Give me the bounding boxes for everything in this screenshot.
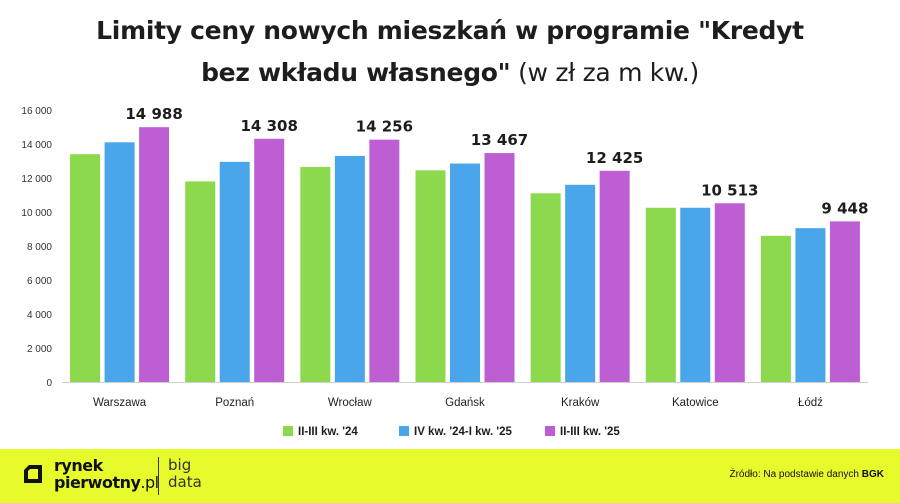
y-tick-label: 2 000 [27,344,52,355]
source-prefix: Źródło: Na podstawie danych [729,469,862,480]
chart-title-bold-part: bez wkładu własnego" [201,58,511,87]
bar [530,193,561,382]
bar [185,181,216,382]
legend-label: II-III kw. '24 [298,426,358,438]
x-tick-label: Katowice [672,397,719,409]
bar [795,228,826,382]
legend-label: IV kw. '24-I kw. '25 [414,426,513,438]
logo-line2-suffix: .pl [140,473,159,492]
data-label: 14 988 [125,105,182,123]
bar [680,207,711,382]
x-tick-label: Łódź [798,397,823,409]
big-data-line1: big [168,456,192,474]
bar-chart: 0 2 000 4 000 6 000 8 000 10 000 12 000 14 000 1… [21,105,868,438]
data-label: 9 448 [821,199,868,217]
bar [334,155,365,382]
data-label: 12 425 [586,149,643,167]
big-data-logo: big data [168,457,202,491]
bar [645,207,676,382]
y-tick-label: 14 000 [21,140,52,151]
data-label: 14 308 [241,117,298,135]
data-label: 13 467 [471,131,528,149]
bar [415,170,446,382]
bar [829,221,860,382]
source-note: Źródło: Na podstawie danych BGK [729,469,884,480]
x-tick-label: Wrocław [328,397,373,409]
bar [484,153,515,382]
rynek-pierwotny-logo-icon [24,465,42,483]
bar [300,166,331,382]
source-bgk: BGK [861,469,884,480]
chart-title-line1: Limity ceny nowych mieszkań w programie … [96,16,804,45]
data-label: 10 513 [701,181,758,199]
bar [599,170,630,382]
x-tick-label: Gdańsk [445,397,485,409]
legend-swatch [283,426,293,436]
bar [139,127,170,382]
bar [450,163,480,382]
bar [565,184,596,382]
y-tick-label: 8 000 [27,242,52,253]
y-tick-label: 10 000 [21,208,52,219]
bar [70,154,101,382]
bar [760,235,791,382]
bar [369,139,400,382]
y-tick-label: 12 000 [21,174,52,185]
y-tick-label: 4 000 [27,310,52,321]
logo-line1: rynek [54,456,103,475]
x-tick-label: Kraków [561,397,600,409]
data-label: 14 256 [356,118,413,136]
logo-line2-main: pierwotny [54,473,141,492]
logo-line2: pierwotny.pl [54,474,159,491]
chart-title: Limity ceny nowych mieszkań w programie … [0,10,900,94]
legend-label: II-III kw. '25 [560,426,620,438]
y-tick-label: 0 [46,378,52,389]
legend-swatch [399,426,409,436]
y-tick-label: 16 000 [21,106,52,117]
bar [104,142,135,382]
logo-divider [158,457,159,495]
legend-swatch [545,426,555,436]
chart-title-unit: (w zł za m kw.) [510,58,699,87]
bar [254,138,285,382]
footer-bar: rynek pierwotny.pl big data Źródło: Na p… [0,449,900,503]
x-tick-label: Poznań [215,397,254,409]
bar [219,161,250,382]
y-tick-label: 6 000 [27,276,52,287]
big-data-line2: data [168,473,202,491]
chart-title-line2: bez wkładu własnego" (w zł za m kw.) [0,52,900,94]
rynek-pierwotny-logo: rynek pierwotny.pl [54,457,159,491]
bar [714,203,745,382]
x-tick-label: Warszawa [93,397,147,409]
